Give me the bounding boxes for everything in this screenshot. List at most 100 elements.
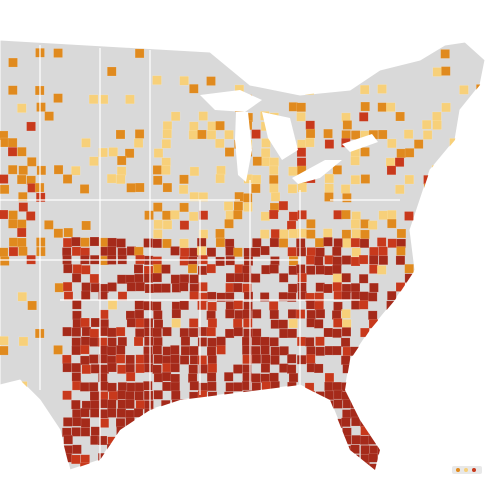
county: [125, 399, 135, 409]
county: [358, 112, 369, 122]
county: [369, 282, 379, 293]
county: [135, 328, 145, 338]
county: [216, 345, 226, 355]
county: [63, 227, 73, 238]
county: [125, 371, 136, 382]
county: [16, 174, 27, 185]
county: [179, 76, 189, 86]
county: [18, 336, 29, 347]
county: [133, 408, 144, 418]
county: [421, 119, 432, 130]
county: [107, 382, 117, 393]
county: [71, 236, 81, 247]
county: [179, 220, 190, 230]
county: [350, 444, 360, 454]
county: [26, 211, 36, 221]
county: [171, 390, 181, 401]
county: [386, 102, 396, 112]
county: [342, 409, 352, 419]
county: [369, 246, 379, 257]
county: [143, 273, 154, 283]
county: [90, 282, 101, 293]
county: [62, 281, 73, 292]
county: [106, 246, 117, 256]
county: [269, 183, 279, 194]
county: [368, 255, 379, 265]
county: [259, 292, 270, 302]
county: [89, 391, 100, 401]
county: [378, 255, 389, 266]
county: [153, 202, 163, 212]
county: [99, 381, 109, 391]
county: [80, 407, 90, 418]
county: [359, 84, 370, 95]
county: [90, 426, 101, 436]
county: [296, 157, 307, 167]
county: [441, 102, 451, 113]
county: [206, 346, 217, 357]
county: [0, 174, 9, 184]
county: [304, 337, 315, 347]
county: [250, 273, 261, 283]
county: [413, 139, 424, 149]
county: [17, 146, 27, 157]
county: [8, 57, 18, 68]
county: [89, 273, 100, 284]
county: [81, 265, 91, 275]
county: [287, 184, 298, 194]
county: [215, 120, 225, 131]
county: [288, 211, 299, 221]
county: [80, 237, 90, 247]
county: [152, 165, 163, 175]
county: [251, 183, 261, 194]
county: [179, 355, 190, 365]
county: [171, 308, 182, 319]
county: [387, 290, 397, 301]
county: [72, 444, 82, 455]
county: [71, 165, 81, 176]
county: [179, 281, 189, 292]
county: [188, 211, 199, 222]
county: [432, 67, 443, 77]
county: [36, 165, 47, 176]
county: [332, 381, 342, 392]
county: [134, 382, 145, 392]
county: [170, 246, 180, 256]
county: [351, 228, 361, 239]
county: [197, 300, 207, 311]
county: [189, 191, 199, 202]
county: [125, 94, 135, 105]
county: [233, 247, 243, 258]
county: [125, 354, 135, 365]
county: [0, 247, 9, 257]
county: [197, 337, 208, 347]
county: [243, 256, 254, 266]
county: [324, 183, 334, 193]
county: [18, 246, 28, 257]
county: [153, 229, 163, 239]
county: [440, 49, 450, 59]
county: [215, 237, 226, 248]
county: [107, 237, 117, 248]
county: [189, 291, 199, 301]
county: [215, 173, 225, 184]
county: [270, 346, 280, 357]
county: [116, 155, 127, 166]
county: [53, 345, 63, 355]
county: [89, 408, 100, 418]
county: [53, 48, 63, 58]
county: [36, 246, 46, 257]
county: [350, 256, 361, 267]
county: [179, 174, 189, 185]
county: [241, 380, 252, 391]
county: [306, 309, 317, 320]
county: [187, 263, 198, 274]
county: [81, 220, 91, 231]
county: [260, 336, 270, 347]
county: [324, 381, 334, 392]
county: [243, 318, 253, 328]
logo-dot: [472, 468, 476, 472]
county: [359, 435, 370, 445]
county: [333, 318, 343, 328]
county: [340, 337, 351, 348]
